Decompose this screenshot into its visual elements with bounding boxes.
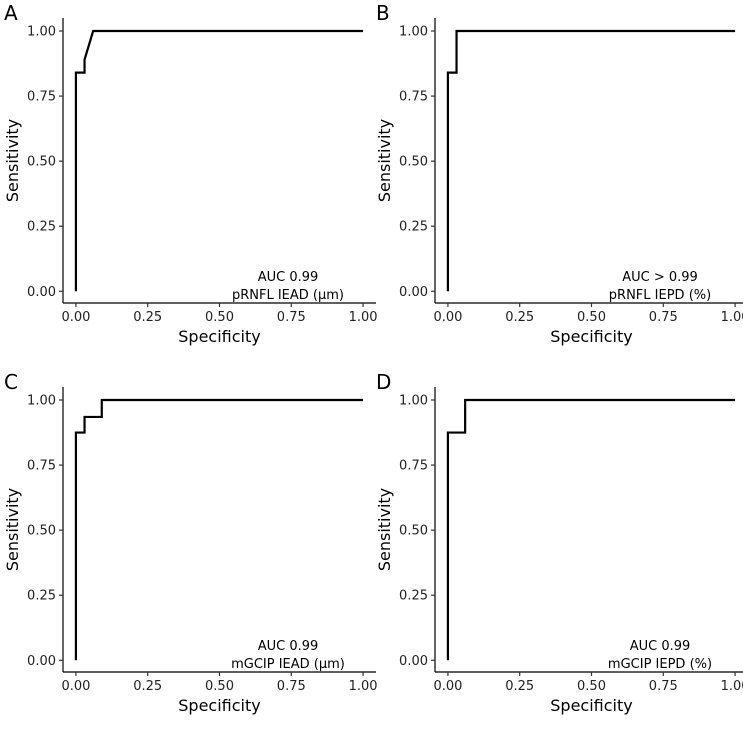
y-tick-label: 0.25 [27, 220, 56, 235]
y-tick-label: 0.75 [399, 459, 428, 474]
y-tick-label: 0.50 [399, 155, 428, 170]
roc-curve [446, 29, 736, 292]
panel-letter: D [376, 370, 391, 394]
x-tick-label: 0.00 [433, 310, 462, 325]
auc-annotation: AUC 0.99 [630, 639, 691, 654]
x-tick-label: 0.00 [61, 679, 90, 694]
y-tick-label: 0.00 [27, 654, 56, 669]
x-tick-label: 1.00 [349, 310, 378, 325]
x-tick-label: 0.75 [277, 310, 306, 325]
y-tick-label: 0.75 [399, 90, 428, 105]
panel-letter: B [376, 1, 390, 25]
x-tick-label: 1.00 [721, 679, 743, 694]
roc-curve [446, 398, 736, 661]
x-axis-title: Specificity [178, 696, 260, 715]
metric-annotation: mGCIP IEPD (%) [608, 657, 712, 672]
roc-curve [74, 29, 364, 292]
y-axis-title: Sensitivity [3, 119, 22, 202]
x-axis-title: Specificity [550, 696, 632, 715]
x-tick-label: 0.50 [577, 679, 606, 694]
panel-b: B 0.00 0.25 0.50 0.75 1.00 0.00 0.25 0.50 0.75 1.0… [375, 1, 743, 346]
panel-letter: A [4, 1, 18, 25]
y-tick-label: 1.00 [399, 25, 428, 40]
x-tick-label: 0.00 [61, 310, 90, 325]
x-axis-title: Specificity [550, 327, 632, 346]
auc-annotation: AUC 0.99 [258, 270, 319, 285]
y-tick-label: 0.00 [399, 285, 428, 300]
x-tick-label: 0.50 [577, 310, 606, 325]
y-tick-label: 0.50 [27, 155, 56, 170]
y-axis-title: Sensitivity [375, 119, 394, 202]
panel-letter: C [4, 370, 18, 394]
x-tick-label: 0.25 [133, 310, 162, 325]
x-tick-label: 0.25 [505, 679, 534, 694]
x-tick-label: 0.00 [433, 679, 462, 694]
x-tick-label: 0.75 [649, 679, 678, 694]
y-tick-label: 0.00 [27, 285, 56, 300]
y-tick-label: 0.75 [27, 90, 56, 105]
x-tick-label: 0.75 [649, 310, 678, 325]
auc-annotation: AUC > 0.99 [622, 270, 698, 285]
y-tick-label: 0.50 [399, 524, 428, 539]
y-tick-label: 0.25 [399, 589, 428, 604]
y-tick-label: 1.00 [27, 394, 56, 409]
panel-d: D 0.00 0.25 0.50 0.75 1.00 0.00 0.25 0.50 0.75 1.0… [375, 370, 743, 715]
x-tick-label: 0.75 [277, 679, 306, 694]
y-tick-label: 0.00 [399, 654, 428, 669]
y-axis-title: Sensitivity [375, 488, 394, 571]
metric-annotation: pRNFL IEAD (µm) [232, 288, 344, 303]
x-tick-label: 1.00 [721, 310, 743, 325]
y-tick-label: 0.75 [27, 459, 56, 474]
y-tick-label: 1.00 [27, 25, 56, 40]
y-tick-label: 0.25 [399, 220, 428, 235]
y-tick-label: 1.00 [399, 394, 428, 409]
y-axis-title: Sensitivity [3, 488, 22, 571]
y-tick-label: 0.25 [27, 589, 56, 604]
panel-c: C 0.00 0.25 0.50 0.75 1.00 0.00 0.25 0.50 0.75 1.0… [3, 370, 378, 715]
x-axis-title: Specificity [178, 327, 260, 346]
y-tick-label: 0.50 [27, 524, 56, 539]
x-tick-label: 0.50 [205, 310, 234, 325]
x-tick-label: 0.50 [205, 679, 234, 694]
x-tick-label: 1.00 [349, 679, 378, 694]
auc-annotation: AUC 0.99 [258, 639, 319, 654]
panel-a: A 0.00 0.25 0.50 0.75 1.00 0.00 0.25 0.50 0.75 1.0… [3, 1, 378, 346]
roc-curve [74, 398, 364, 661]
x-tick-label: 0.25 [505, 310, 534, 325]
x-tick-label: 0.25 [133, 679, 162, 694]
metric-annotation: pRNFL IEPD (%) [609, 288, 711, 303]
metric-annotation: mGCIP IEAD (µm) [231, 657, 345, 672]
